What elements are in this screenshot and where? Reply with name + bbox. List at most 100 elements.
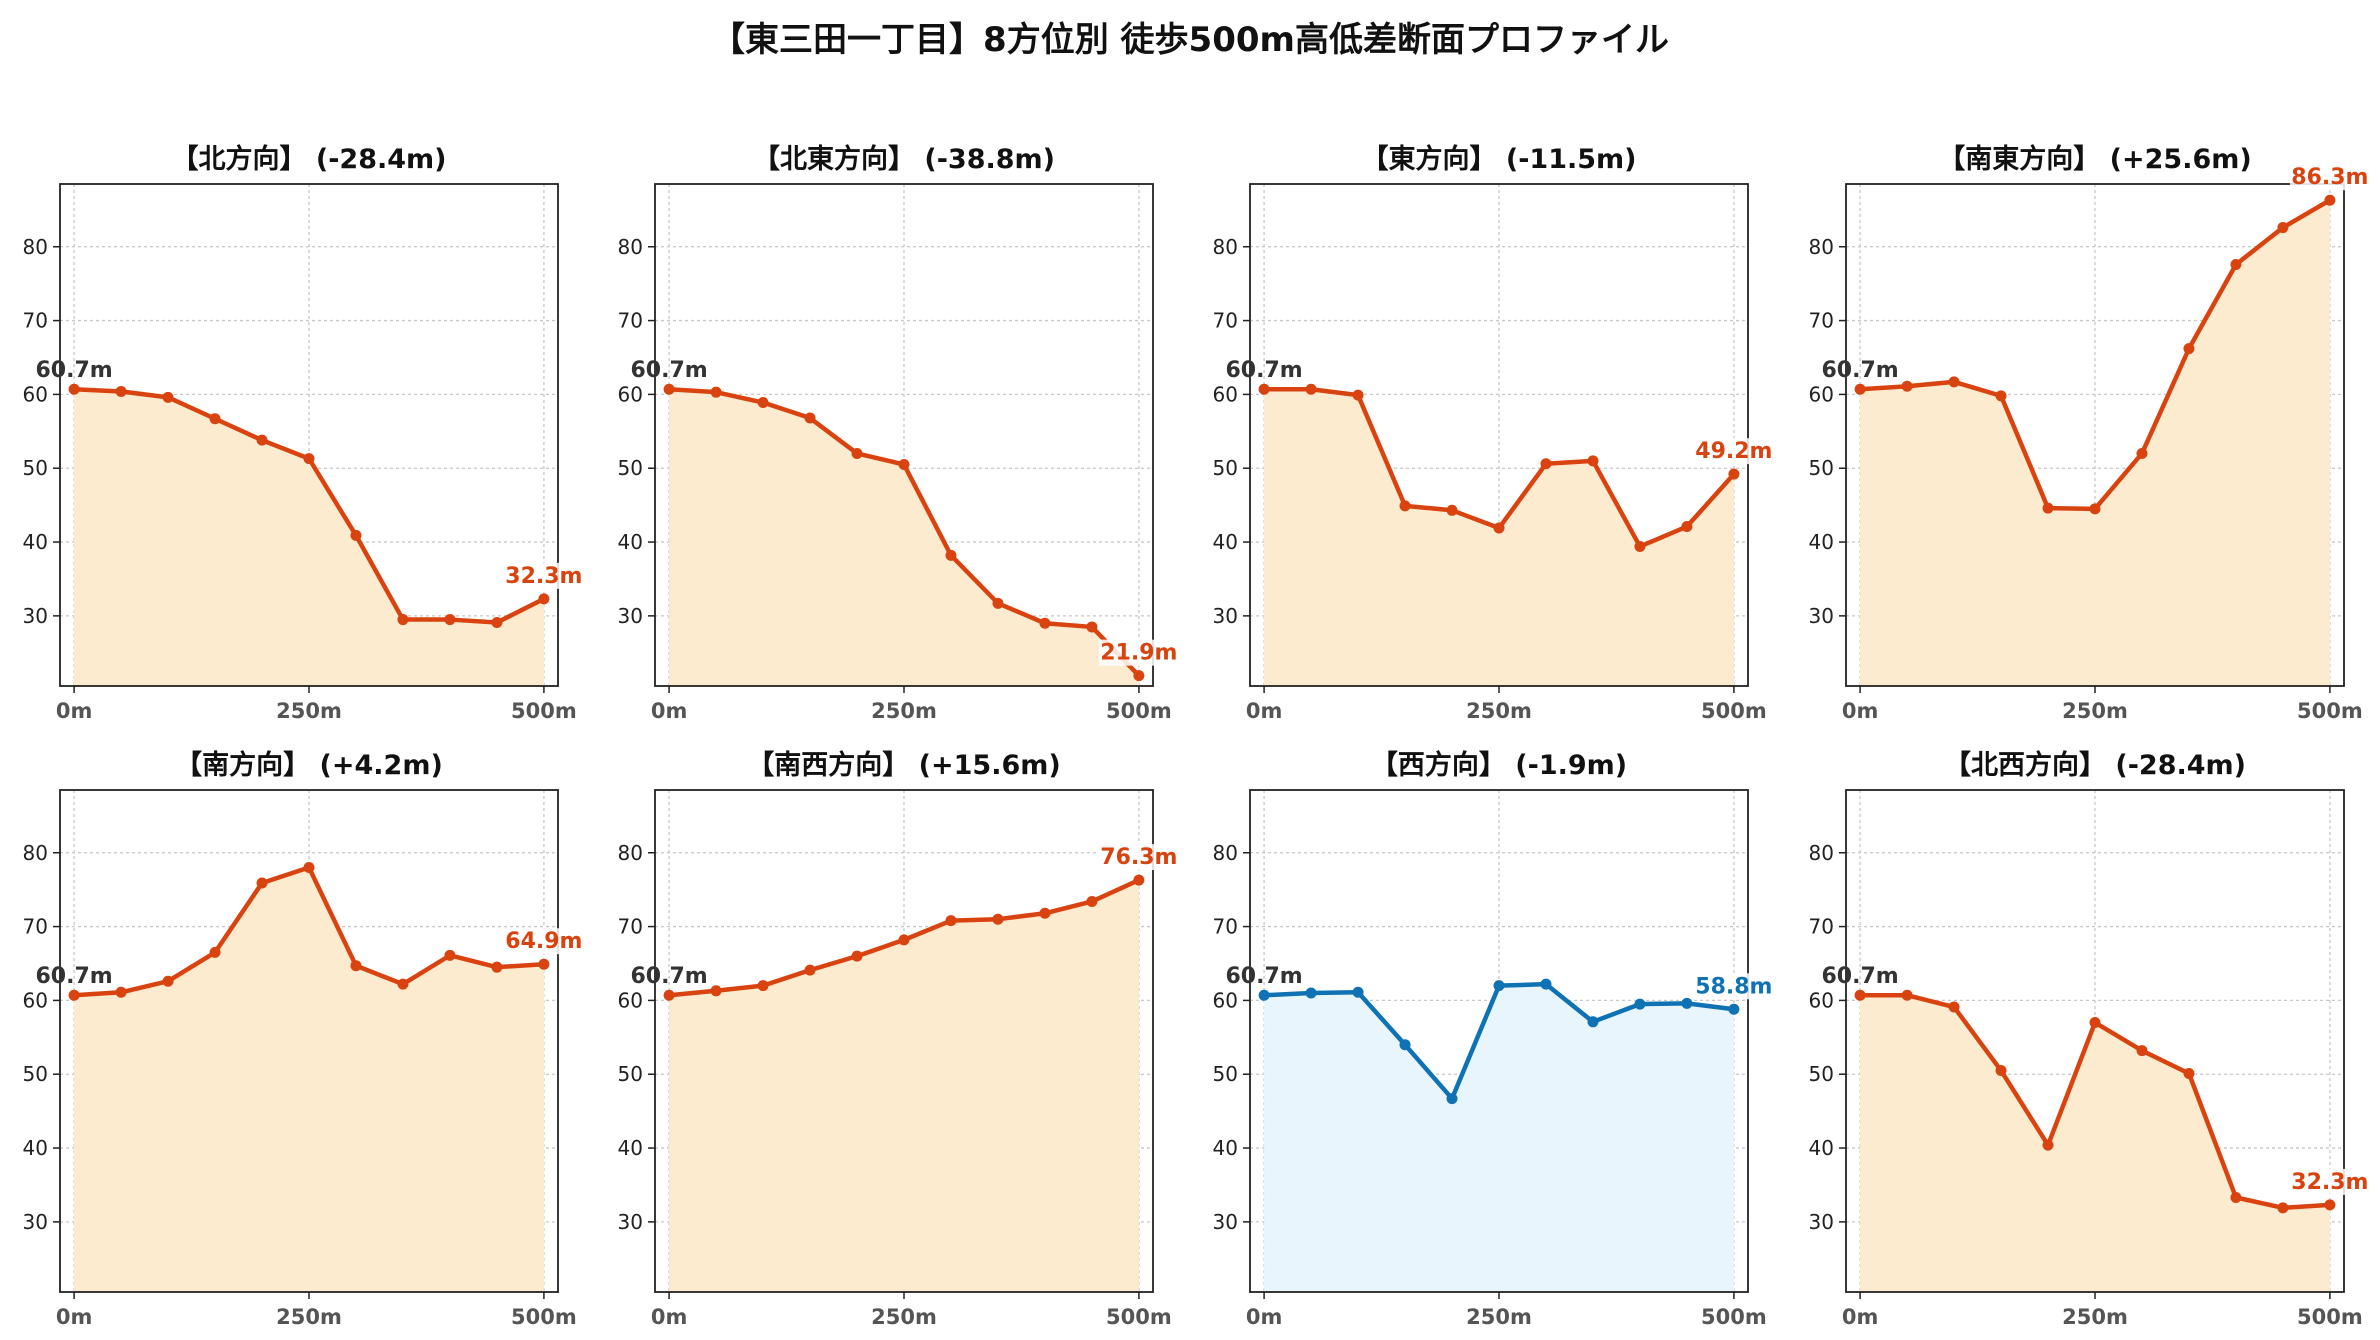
y-tick-label: 50: [1809, 456, 1834, 480]
start-elevation-label: 60.7m: [630, 964, 707, 989]
data-point: [1995, 390, 2007, 402]
y-tick-label: 30: [618, 604, 643, 628]
data-point: [2230, 258, 2242, 270]
x-tick-label: 500m: [511, 699, 577, 723]
data-point: [1901, 380, 1913, 392]
panel-title: 【南方向】 (+4.2m): [175, 749, 443, 781]
y-tick-label: 30: [23, 1210, 48, 1234]
data-point: [898, 934, 910, 946]
data-point: [1258, 989, 1270, 1001]
chart-panel: 30 40 50 60 70 80 0m 250m 500m 【北東方向】 (-38.8m) 60.…: [618, 143, 1179, 723]
y-tick-label: 40: [1809, 1136, 1834, 1160]
x-tick-label: 500m: [1106, 1305, 1172, 1329]
y-tick-label: 80: [1809, 841, 1834, 865]
x-tick-label: 500m: [1701, 699, 1767, 723]
data-point: [209, 413, 221, 425]
end-label-backing: [1098, 844, 1179, 871]
x-tick-label: 250m: [276, 699, 342, 723]
data-point: [350, 960, 362, 972]
y-tick-label: 60: [1809, 382, 1834, 406]
data-point: [804, 412, 816, 424]
start-elevation-label: 60.7m: [35, 964, 112, 989]
data-point: [68, 383, 80, 395]
data-point: [1039, 907, 1051, 919]
data-point: [1305, 987, 1317, 999]
y-tick-label: 70: [1213, 915, 1238, 939]
data-point: [898, 459, 910, 471]
x-tick-label: 0m: [1246, 699, 1283, 723]
chart-panel: 30 40 50 60 70 80 0m 250m 500m 【南東方向】 (+25.6m) 60.…: [1809, 143, 2370, 723]
data-point: [491, 617, 503, 629]
y-tick-label: 80: [618, 841, 643, 865]
panel-title: 【北西方向】 (-28.4m): [1944, 749, 2246, 781]
data-point: [162, 975, 174, 987]
data-point: [2324, 194, 2336, 206]
data-point: [1352, 986, 1364, 998]
y-tick-label: 40: [618, 1136, 643, 1160]
data-point: [256, 877, 268, 889]
data-point: [115, 385, 127, 397]
y-tick-label: 50: [23, 1062, 48, 1086]
data-point: [1399, 1039, 1411, 1051]
data-point: [804, 964, 816, 976]
data-point: [350, 529, 362, 541]
data-point: [538, 958, 550, 970]
end-elevation-label: 76.3m: [1100, 845, 1177, 870]
y-tick-label: 70: [23, 309, 48, 333]
x-tick-label: 0m: [651, 699, 688, 723]
data-point: [710, 985, 722, 997]
area-fill: [1860, 200, 2330, 686]
y-tick-label: 60: [23, 988, 48, 1012]
data-point: [1728, 468, 1740, 480]
y-tick-label: 80: [618, 235, 643, 259]
y-tick-label: 30: [1809, 1210, 1834, 1234]
y-tick-label: 50: [1213, 1062, 1238, 1086]
start-elevation-label: 60.7m: [630, 358, 707, 383]
data-point: [663, 989, 675, 1001]
data-point: [2042, 502, 2054, 514]
end-elevation-label: 21.9m: [1100, 641, 1177, 666]
y-tick-label: 60: [23, 382, 48, 406]
y-tick-label: 30: [1213, 604, 1238, 628]
data-point: [115, 986, 127, 998]
end-label-backing: [2289, 1168, 2370, 1195]
data-point: [1948, 1001, 1960, 1013]
data-point: [1493, 522, 1505, 534]
data-point: [1854, 383, 1866, 395]
y-tick-label: 40: [1213, 1136, 1238, 1160]
data-point: [2183, 1067, 2195, 1079]
x-tick-label: 0m: [56, 1305, 93, 1329]
data-point: [1133, 874, 1145, 886]
x-tick-label: 250m: [276, 1305, 342, 1329]
data-point: [1446, 504, 1458, 516]
data-point: [945, 915, 957, 927]
data-point: [162, 391, 174, 403]
end-elevation-label: 32.3m: [505, 564, 582, 589]
y-tick-label: 70: [23, 915, 48, 939]
y-tick-label: 70: [1809, 915, 1834, 939]
data-point: [1540, 978, 1552, 990]
y-tick-label: 50: [1213, 456, 1238, 480]
data-point: [2230, 1192, 2242, 1204]
data-point: [757, 397, 769, 409]
data-point: [1728, 1003, 1740, 1015]
y-tick-label: 70: [618, 309, 643, 333]
data-point: [1634, 540, 1646, 552]
chart-panel: 30 40 50 60 70 80 0m 250m 500m 【南方向】 (+4.2m) 60.7m…: [23, 749, 584, 1329]
end-elevation-label: 58.8m: [1695, 974, 1772, 999]
data-point: [1681, 521, 1693, 533]
y-tick-label: 50: [618, 1062, 643, 1086]
y-tick-label: 30: [618, 1210, 643, 1234]
panel-title: 【北方向】 (-28.4m): [171, 143, 446, 175]
data-point: [303, 453, 315, 465]
x-tick-label: 500m: [511, 1305, 577, 1329]
y-tick-label: 40: [23, 1136, 48, 1160]
data-point: [1681, 997, 1693, 1009]
data-point: [1086, 895, 1098, 907]
end-label-backing: [503, 928, 584, 955]
x-tick-label: 250m: [871, 1305, 937, 1329]
y-tick-label: 80: [1809, 235, 1834, 259]
end-label-backing: [2289, 164, 2370, 191]
y-tick-label: 40: [23, 530, 48, 554]
y-tick-label: 60: [1213, 988, 1238, 1012]
